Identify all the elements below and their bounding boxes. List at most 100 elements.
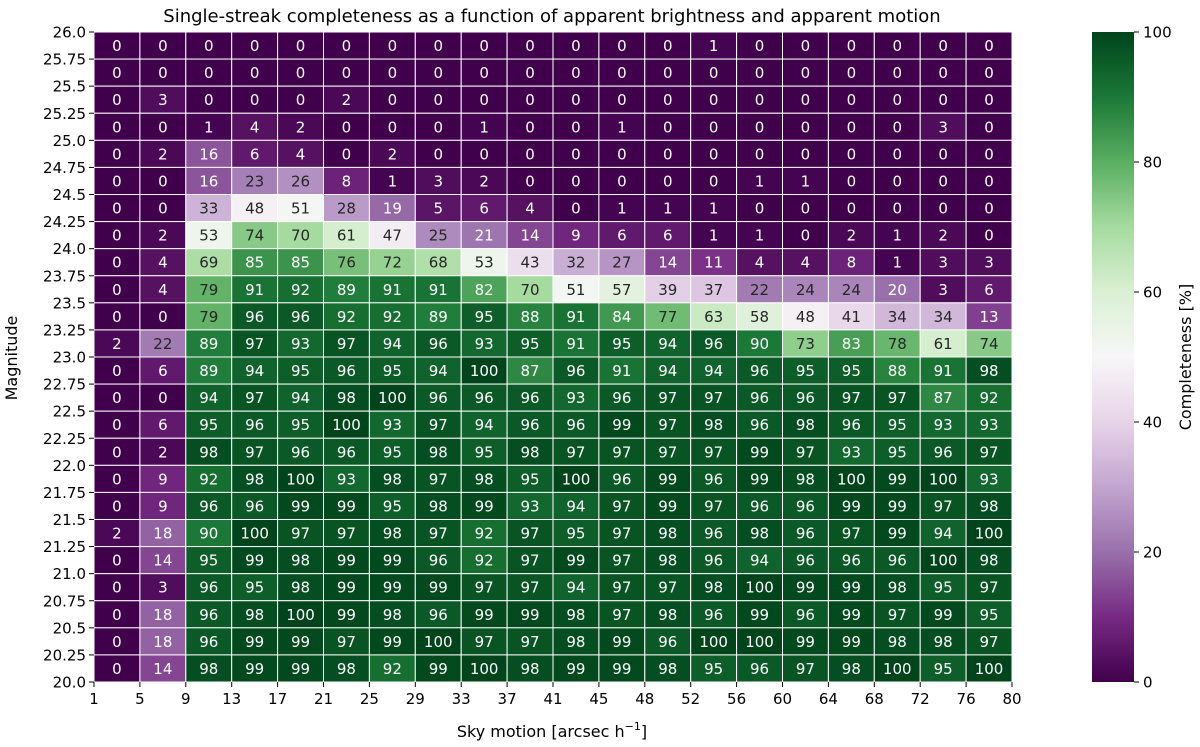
heatmap-cell <box>965 654 1013 683</box>
heatmap-cell <box>460 491 508 520</box>
cell-value-label: 98 <box>199 660 218 678</box>
cell-value-label: 98 <box>658 606 677 624</box>
heatmap-cell <box>690 600 738 629</box>
x-axis-ticks: 1 5 9 13 17 21 25 29 33 37 41 45 48 52 56 60 64 68 72 76 80 <box>89 682 1022 708</box>
heatmap-cell <box>368 85 416 114</box>
heatmap-cell <box>139 139 187 168</box>
cell-value-label: 13 <box>980 308 999 326</box>
cell-value-label: 0 <box>984 172 994 190</box>
cell-value-label: 99 <box>750 443 769 461</box>
cell-value-label: 58 <box>750 308 769 326</box>
cell-value-label: 0 <box>204 64 214 82</box>
cell-value-label: 0 <box>663 118 673 136</box>
cell-value-label: 3 <box>938 118 948 136</box>
cell-value-label: 0 <box>112 145 122 163</box>
heatmap-cell <box>736 166 783 196</box>
heatmap-cell <box>139 194 187 223</box>
cell-value-label: 6 <box>158 416 168 434</box>
cell-value-label: 94 <box>291 389 310 407</box>
cell-value-label: 3 <box>158 91 168 109</box>
cell-value-label: 0 <box>801 145 811 163</box>
cell-value-label: 0 <box>892 200 902 218</box>
heatmap-cell <box>965 112 1013 141</box>
cell-value-label: 69 <box>199 254 218 272</box>
heatmap-cell <box>919 410 967 439</box>
cell-value-label: 95 <box>199 552 218 570</box>
heatmap-cell <box>552 600 600 629</box>
heatmap-cell <box>690 302 738 331</box>
cell-value-label: 99 <box>337 606 356 624</box>
cell-value-label: 97 <box>475 579 494 597</box>
cell-value-label: 99 <box>658 497 677 515</box>
cell-value-label: 0 <box>112 416 122 434</box>
cell-value-label: 100 <box>975 525 1004 543</box>
heatmap-cell <box>736 573 783 602</box>
cell-value-label: 0 <box>709 145 719 163</box>
heatmap-cell <box>93 194 141 223</box>
cell-value-label: 70 <box>521 281 540 299</box>
cell-value-label: 95 <box>475 308 494 326</box>
heatmap-cell <box>919 654 967 683</box>
cell-value-label: 28 <box>337 200 356 218</box>
cell-value-label: 83 <box>842 335 861 353</box>
cell-value-label: 0 <box>158 37 168 55</box>
cell-value-label: 1 <box>892 227 902 245</box>
cell-value-label: 0 <box>433 91 443 109</box>
cell-value-label: 99 <box>888 497 907 515</box>
heatmap-cell <box>965 31 1013 60</box>
colorbar-tick-label: 40 <box>1143 414 1162 432</box>
cell-value-label: 0 <box>342 64 352 82</box>
heatmap-cell <box>185 166 233 196</box>
cell-value-label: 96 <box>704 525 723 543</box>
y-tick-label: 26.0 <box>53 24 86 42</box>
cell-value-label: 0 <box>112 606 122 624</box>
cell-value-label: 3 <box>984 254 994 272</box>
heatmap-cell <box>919 302 967 331</box>
y-tick-label: 23.0 <box>53 349 86 367</box>
cell-value-label: 97 <box>612 552 631 570</box>
heatmap-cell <box>460 85 508 114</box>
heatmap-cell <box>460 546 508 575</box>
cell-value-label: 78 <box>888 335 907 353</box>
heatmap-cell <box>93 58 141 87</box>
cell-value-label: 95 <box>842 362 861 380</box>
cell-value-label: 99 <box>612 416 631 434</box>
cell-value-label: 0 <box>755 37 765 55</box>
cell-value-label: 0 <box>755 64 765 82</box>
heatmap-cell <box>644 600 692 629</box>
cell-value-label: 0 <box>296 37 306 55</box>
heatmap-cell <box>368 573 416 602</box>
y-axis-label: Magnitude <box>2 316 21 401</box>
colorbar-tick-label: 0 <box>1143 674 1153 692</box>
heatmap-cell <box>965 573 1013 602</box>
heatmap-cell <box>414 437 462 466</box>
heatmap-cell <box>323 356 370 385</box>
cell-value-label: 97 <box>429 416 448 434</box>
cell-value-label: 96 <box>291 443 310 461</box>
cell-value-label: 96 <box>796 606 815 624</box>
heatmap-cell <box>598 383 646 412</box>
cell-value-label: 91 <box>566 308 585 326</box>
cell-value-label: 0 <box>112 64 122 82</box>
heatmap-cell <box>690 437 738 466</box>
heatmap-cell <box>782 654 829 683</box>
heatmap-cell <box>368 139 416 168</box>
heatmap-cell <box>277 491 325 520</box>
cell-value-label: 97 <box>612 579 631 597</box>
cell-value-label: 91 <box>934 362 953 380</box>
cell-value-label: 92 <box>475 525 494 543</box>
cell-value-label: 0 <box>388 118 398 136</box>
y-tick-label: 23.25 <box>43 321 86 339</box>
cell-value-label: 97 <box>337 633 356 651</box>
cell-value-label: 0 <box>158 308 168 326</box>
cell-value-label: 100 <box>929 470 958 488</box>
heatmap-cells: 0 0 0 0 0 0 0 0 0 0 0 0 0 1 0 0 0 0 0 00 0 0 0 0 0 0 0 0 0 0 0 0 0 0 0 0 0 0 0… <box>93 31 1013 683</box>
cell-value-label: 100 <box>240 525 269 543</box>
cell-value-label: 93 <box>980 416 999 434</box>
cell-value-label: 97 <box>934 497 953 515</box>
heatmap-cell <box>323 573 370 602</box>
heatmap-cell <box>690 112 738 141</box>
cell-value-label: 5 <box>433 200 443 218</box>
heatmap-cell <box>368 112 416 141</box>
cell-value-label: 1 <box>204 118 214 136</box>
